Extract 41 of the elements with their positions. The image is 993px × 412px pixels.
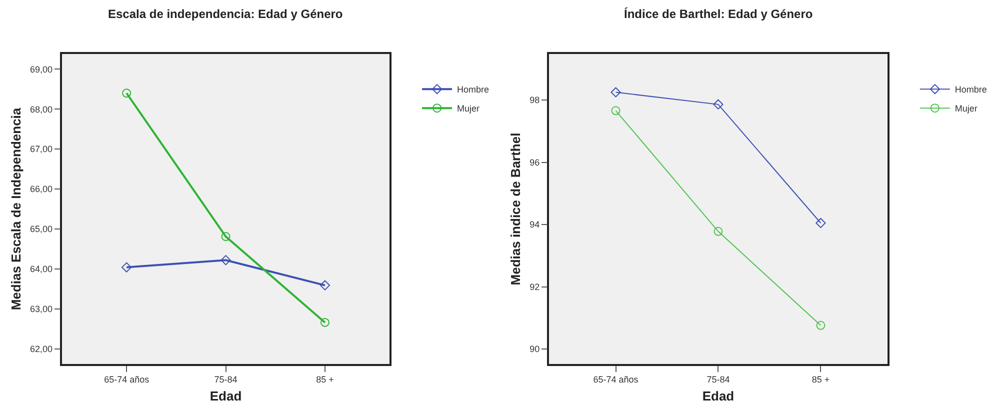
x-tick-label: 85 + xyxy=(316,374,334,385)
y-tick-label: 67,00 xyxy=(30,144,53,154)
y-tick-label: 63,00 xyxy=(30,304,53,314)
x-axis-title: Edad xyxy=(210,388,242,404)
x-axis-title: Edad xyxy=(702,388,734,404)
y-tick-label: 98 xyxy=(530,95,540,106)
x-tick-label: 65-74 años xyxy=(593,374,639,385)
y-axis-title: Medias indice de Barthel xyxy=(508,132,524,286)
legend-label: Mujer xyxy=(457,104,480,114)
y-tick-label: 64,00 xyxy=(30,264,53,274)
x-tick-label: 65-74 años xyxy=(104,374,150,385)
point xyxy=(714,226,723,236)
chart-title: Índice de Barthel: Edad y Género xyxy=(624,7,813,21)
y-tick-label: 62,00 xyxy=(30,344,53,354)
point xyxy=(816,218,826,228)
chart-title: Escala de independencia: Edad y Género xyxy=(108,7,343,21)
x-tick-label: 75-84 xyxy=(706,374,730,385)
point xyxy=(320,280,330,290)
point xyxy=(816,320,826,330)
y-tick-label: 90 xyxy=(530,344,540,354)
y-axis-title: Medias Escala de Independencia xyxy=(8,107,24,310)
legend-label: Mujer xyxy=(954,104,978,114)
point xyxy=(122,262,132,272)
point xyxy=(122,88,132,98)
legend-label: Hombre xyxy=(954,84,987,95)
point xyxy=(320,318,330,327)
x-tick-label: 85 + xyxy=(812,374,830,385)
point xyxy=(221,232,230,242)
y-tick-label: 68,00 xyxy=(30,104,53,114)
legend-label: Hombre xyxy=(457,84,490,95)
y-tick-label: 94 xyxy=(530,220,540,230)
point xyxy=(610,87,621,98)
point xyxy=(713,99,724,110)
y-tick-label: 69,00 xyxy=(30,64,53,74)
y-tick-label: 66,00 xyxy=(30,184,53,194)
x-tick-label: 75-84 xyxy=(214,374,238,385)
y-tick-label: 65,00 xyxy=(30,224,53,234)
y-tick-label: 96 xyxy=(530,157,540,168)
point xyxy=(611,106,620,116)
y-tick-label: 92 xyxy=(530,282,540,292)
point xyxy=(220,255,231,266)
